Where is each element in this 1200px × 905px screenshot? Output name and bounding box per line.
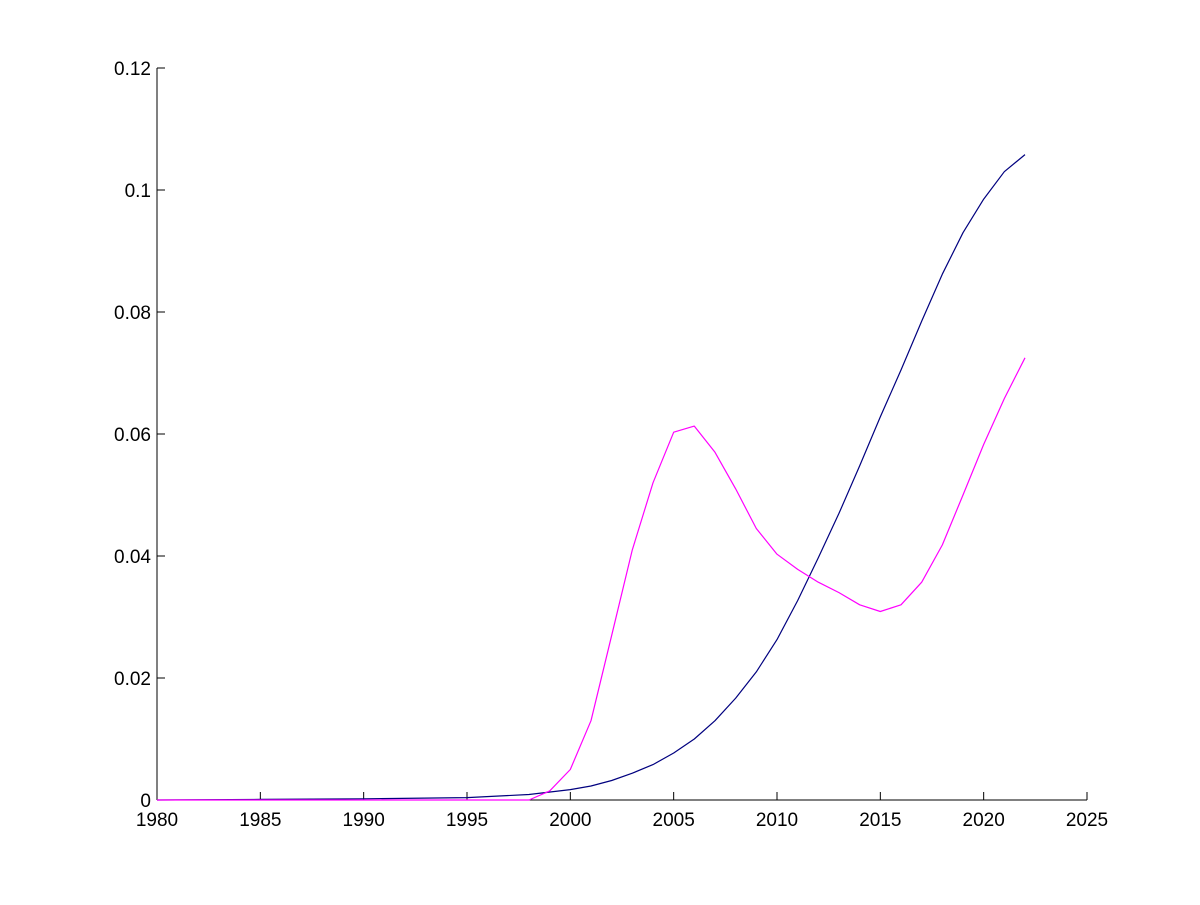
x-tick-label: 1980 — [136, 810, 178, 831]
x-tick-label: 2000 — [549, 810, 591, 831]
x-tick-label: 2010 — [756, 810, 798, 831]
x-tick-label: 1990 — [343, 810, 385, 831]
y-tick-label: 0.06 — [114, 425, 151, 446]
x-tick-label: 2005 — [653, 810, 695, 831]
x-tick-label: 1985 — [239, 810, 281, 831]
y-tick-label: 0.12 — [114, 59, 151, 80]
x-tick-label: 2015 — [859, 810, 901, 831]
y-tick-label: 0.04 — [114, 547, 151, 568]
y-tick-label: 0.08 — [114, 303, 151, 324]
series-line-1 — [156, 154, 1026, 801]
x-tick-label: 1995 — [446, 810, 488, 831]
x-tick-label: 2020 — [963, 810, 1005, 831]
y-tick-label: 0.1 — [125, 181, 151, 202]
x-tick-label: 2025 — [1066, 810, 1108, 831]
series-line-2 — [157, 357, 1026, 801]
series-group — [156, 154, 1026, 801]
y-tick-label: 0.02 — [114, 669, 151, 690]
axes: 1980 1985 1990 1995 2000 2005 2010 2015 2020 2025… — [114, 59, 1108, 831]
y-tick-label: 0 — [140, 791, 151, 812]
